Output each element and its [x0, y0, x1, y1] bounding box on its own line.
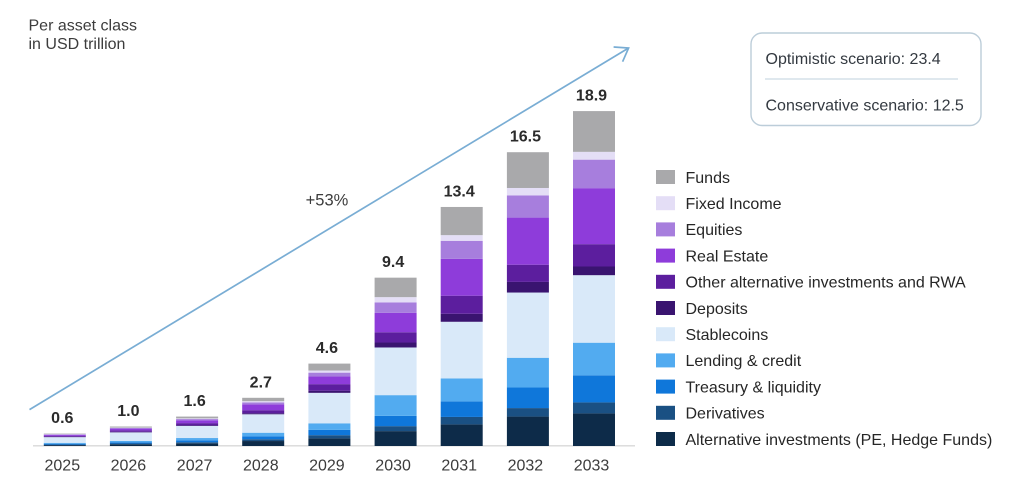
- svg-text:18.9: 18.9: [576, 88, 607, 105]
- svg-text:Treasury & liquidity: Treasury & liquidity: [686, 379, 821, 396]
- svg-text:9.4: 9.4: [382, 254, 404, 271]
- svg-text:+53%: +53%: [306, 192, 349, 210]
- svg-text:1.6: 1.6: [183, 393, 205, 410]
- svg-text:16.5: 16.5: [510, 129, 541, 146]
- svg-text:Derivatives: Derivatives: [686, 406, 765, 423]
- svg-text:4.6: 4.6: [316, 340, 338, 357]
- svg-text:2033: 2033: [574, 458, 610, 475]
- svg-text:2.7: 2.7: [250, 374, 272, 391]
- svg-text:2029: 2029: [309, 458, 345, 475]
- svg-text:2026: 2026: [111, 458, 147, 475]
- svg-text:Fixed Income: Fixed Income: [686, 196, 782, 213]
- svg-text:13.4: 13.4: [444, 184, 475, 201]
- svg-text:in USD trillion: in USD trillion: [29, 36, 126, 53]
- svg-text:Conservative scenario: 12.5: Conservative scenario: 12.5: [766, 98, 964, 115]
- svg-text:Equities: Equities: [686, 222, 743, 239]
- svg-text:2032: 2032: [508, 458, 544, 475]
- svg-text:Optimistic scenario: 23.4: Optimistic scenario: 23.4: [766, 51, 941, 68]
- svg-text:Funds: Funds: [686, 170, 730, 187]
- svg-text:Other alternative investments: Other alternative investments and RWA: [686, 275, 966, 292]
- svg-text:0.6: 0.6: [51, 410, 73, 427]
- svg-text:2030: 2030: [375, 458, 411, 475]
- svg-text:Real Estate: Real Estate: [686, 248, 769, 265]
- svg-text:Lending & credit: Lending & credit: [686, 353, 802, 370]
- svg-text:Stablecoins: Stablecoins: [686, 327, 769, 344]
- svg-text:2025: 2025: [45, 458, 81, 475]
- svg-text:2031: 2031: [441, 458, 477, 475]
- svg-text:Per asset class: Per asset class: [29, 18, 137, 35]
- svg-text:Alternative investments (PE, H: Alternative investments (PE, Hedge Funds…: [686, 432, 993, 449]
- svg-text:1.0: 1.0: [117, 403, 139, 420]
- svg-text:Deposits: Deposits: [686, 301, 748, 318]
- svg-text:2027: 2027: [177, 458, 213, 475]
- svg-text:2028: 2028: [243, 458, 279, 475]
